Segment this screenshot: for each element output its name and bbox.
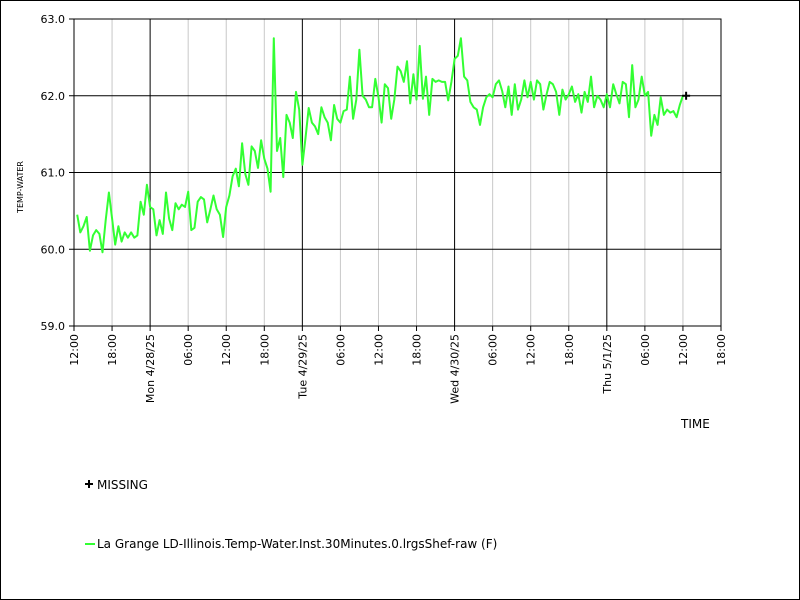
x-tick-label: 12:00 bbox=[677, 334, 690, 366]
y-tick-label: 61.0 bbox=[41, 167, 66, 180]
series-layer bbox=[76, 37, 684, 254]
x-tick-label: 06:00 bbox=[639, 334, 652, 366]
grid-layer bbox=[73, 18, 722, 327]
x-tick-label: 12:00 bbox=[220, 334, 233, 366]
missing-points bbox=[682, 91, 691, 100]
x-tick-label: 06:00 bbox=[182, 334, 195, 366]
x-tick-label: 18:00 bbox=[715, 334, 728, 366]
missing-point-marker bbox=[682, 91, 691, 100]
y-tick-label: 62.0 bbox=[41, 90, 66, 103]
x-tick-label: 18:00 bbox=[563, 334, 576, 366]
legend-label-missing: MISSING bbox=[97, 478, 148, 492]
x-tick-label: Thu 5/1/25 bbox=[601, 334, 614, 395]
legend-label-series: La Grange LD-Illinois.Temp-Water.Inst.30… bbox=[97, 537, 497, 551]
x-ticks: 12:00 18:00 Mon 4/28/25 06:00 12:00 18:00 Tue … bbox=[68, 326, 728, 404]
x-tick-label: 12:00 bbox=[525, 334, 538, 366]
x-tick-label: Mon 4/28/25 bbox=[144, 334, 157, 403]
series-line bbox=[76, 37, 684, 254]
legend-item-missing: MISSING bbox=[85, 478, 148, 492]
legend-item-series: La Grange LD-Illinois.Temp-Water.Inst.30… bbox=[85, 537, 497, 551]
x-axis-label: TIME bbox=[680, 417, 710, 431]
x-tick-label: 18:00 bbox=[258, 334, 271, 366]
x-tick-label: 12:00 bbox=[68, 334, 81, 366]
y-ticks: 63.0 62.0 61.0 60.0 59.0 bbox=[41, 13, 74, 333]
plot-frame bbox=[73, 18, 722, 327]
y-tick-label: 59.0 bbox=[41, 320, 66, 333]
x-tick-label: Wed 4/30/25 bbox=[449, 334, 462, 404]
x-tick-label: 18:00 bbox=[411, 334, 424, 366]
x-tick-label: 18:00 bbox=[106, 334, 119, 366]
x-tick-label: Tue 4/29/25 bbox=[296, 334, 309, 400]
y-axis-label: TEMP-WATER bbox=[16, 161, 25, 214]
plus-marker-icon bbox=[85, 480, 93, 488]
x-tick-label: 06:00 bbox=[334, 334, 347, 366]
y-tick-label: 60.0 bbox=[41, 243, 66, 256]
legend: MISSING La Grange LD-Illinois.Temp-Water… bbox=[85, 478, 497, 551]
x-tick-label: 06:00 bbox=[487, 334, 500, 366]
x-tick-label: 12:00 bbox=[372, 334, 385, 366]
y-tick-label: 63.0 bbox=[41, 13, 66, 26]
